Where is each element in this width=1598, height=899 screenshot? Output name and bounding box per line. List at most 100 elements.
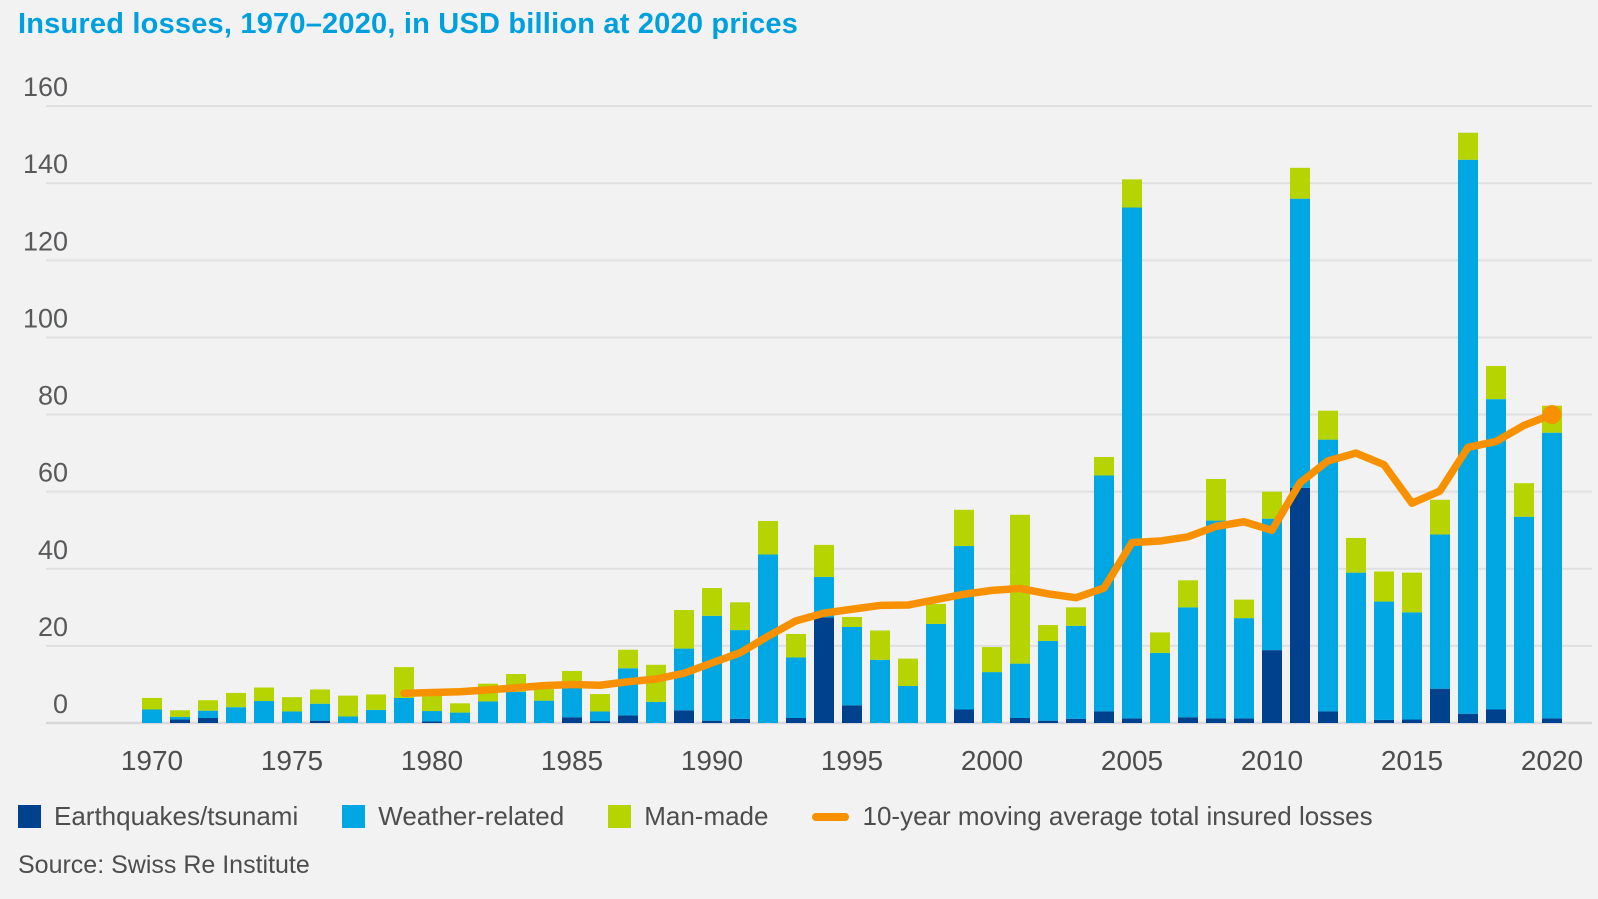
bar-1975 <box>282 697 302 723</box>
x-axis-label-2000: 2000 <box>961 745 1023 776</box>
bar-segment-2013-weather-related <box>1346 572 1366 723</box>
bar-segment-1995-man-made <box>842 616 862 627</box>
bar-segment-1987-man-made <box>618 649 638 669</box>
bar-1999 <box>954 509 974 723</box>
bar-1973 <box>226 692 246 723</box>
bar-segment-2008-earthquakes-tsunami <box>1206 718 1226 723</box>
bar-segment-2018-earthquakes-tsunami <box>1486 709 1506 723</box>
bar-1998 <box>926 603 946 723</box>
y-axis-label-0: 0 <box>53 689 68 719</box>
bar-2008 <box>1206 478 1226 723</box>
bar-2018 <box>1486 365 1506 723</box>
bar-segment-2007-earthquakes-tsunami <box>1178 717 1198 723</box>
bar-segment-2004-man-made <box>1094 456 1114 476</box>
bar-1980 <box>422 692 442 723</box>
bar-segment-1992-man-made <box>758 520 778 555</box>
bar-segment-2004-weather-related <box>1094 475 1114 712</box>
bar-1996 <box>870 630 890 723</box>
weather-swatch-icon <box>342 805 366 828</box>
bar-segment-2020-weather-related <box>1542 432 1562 719</box>
bar-1984 <box>534 689 554 723</box>
moving-average-endpoint-dot <box>1542 405 1562 425</box>
bar-segment-1989-earthquakes-tsunami <box>674 710 694 723</box>
bar-2004 <box>1094 456 1114 723</box>
bar-segment-1973-weather-related <box>226 707 246 723</box>
bar-segment-2014-man-made <box>1374 571 1394 602</box>
bar-segment-1980-man-made <box>422 692 442 712</box>
bar-segment-2016-weather-related <box>1430 534 1450 689</box>
bar-segment-1998-weather-related <box>926 623 946 723</box>
bar-segment-1994-earthquakes-tsunami <box>814 617 834 723</box>
bar-segment-2014-earthquakes-tsunami <box>1374 719 1394 723</box>
bar-segment-2005-earthquakes-tsunami <box>1122 718 1142 723</box>
bar-2001 <box>1010 514 1030 723</box>
bar-segment-1999-earthquakes-tsunami <box>954 709 974 723</box>
x-axis-label-1980: 1980 <box>401 745 463 776</box>
bar-segment-2004-earthquakes-tsunami <box>1094 711 1114 723</box>
bar-1994 <box>814 544 834 723</box>
y-axis-label-100: 100 <box>23 303 68 333</box>
bar-segment-2006-weather-related <box>1150 652 1170 723</box>
bar-segment-1995-weather-related <box>842 626 862 706</box>
bar-segment-1990-earthquakes-tsunami <box>702 720 722 723</box>
bar-segment-2017-man-made <box>1458 132 1478 160</box>
bar-2017 <box>1458 132 1478 723</box>
bar-1970 <box>142 697 162 723</box>
bar-segment-1974-weather-related <box>254 701 274 723</box>
bar-segment-1983-weather-related <box>506 691 526 723</box>
bar-segment-1981-man-made <box>450 703 470 713</box>
bar-segment-2011-man-made <box>1290 167 1310 199</box>
bar-segment-1997-man-made <box>898 658 918 686</box>
bar-segment-1977-weather-related <box>338 716 358 723</box>
y-axis-label-80: 80 <box>38 381 68 411</box>
bar-segment-1982-weather-related <box>478 701 498 723</box>
bar-segment-1977-man-made <box>338 695 358 717</box>
chart-legend: Earthquakes/tsunami Weather-related Man-… <box>18 801 1373 832</box>
bar-segment-1986-man-made <box>590 694 610 712</box>
x-axis-label-1995: 1995 <box>821 745 883 776</box>
bar-segment-2011-earthquakes-tsunami <box>1290 487 1310 723</box>
legend-item-moving-average: 10-year moving average total insured los… <box>812 801 1373 832</box>
bar-1993 <box>786 633 806 723</box>
bar-2020 <box>1542 405 1562 723</box>
bar-1997 <box>898 658 918 723</box>
bar-segment-1987-weather-related <box>618 668 638 716</box>
bar-segment-2008-weather-related <box>1206 520 1226 719</box>
bar-2012 <box>1318 410 1338 723</box>
bar-segment-2002-man-made <box>1038 625 1058 641</box>
x-axis-label-1970: 1970 <box>121 745 183 776</box>
bar-segment-2005-man-made <box>1122 179 1142 208</box>
bar-1976 <box>310 689 330 723</box>
bar-segment-1993-earthquakes-tsunami <box>786 717 806 723</box>
bar-segment-2000-man-made <box>982 647 1002 673</box>
x-axis-label-1990: 1990 <box>681 745 743 776</box>
bar-segment-2007-weather-related <box>1178 607 1198 718</box>
bar-2002 <box>1038 625 1058 723</box>
bar-segment-1994-weather-related <box>814 576 834 618</box>
bar-segment-2006-man-made <box>1150 632 1170 653</box>
bar-segment-1990-weather-related <box>702 615 722 721</box>
bar-segment-1991-weather-related <box>730 630 750 719</box>
bar-segment-1991-man-made <box>730 602 750 631</box>
bar-segment-1996-man-made <box>870 630 890 660</box>
bar-segment-2001-weather-related <box>1010 663 1030 718</box>
bar-segment-2018-man-made <box>1486 365 1506 400</box>
bar-1983 <box>506 674 526 723</box>
bar-segment-1972-man-made <box>198 700 218 711</box>
bar-segment-2015-weather-related <box>1402 612 1422 720</box>
bar-segment-1986-earthquakes-tsunami <box>590 721 610 723</box>
bar-segment-1973-man-made <box>226 692 246 708</box>
bar-segment-1971-weather-related <box>170 716 190 720</box>
bar-segment-2009-weather-related <box>1234 618 1254 719</box>
moving-average-line <box>400 410 1556 698</box>
y-axis-label-140: 140 <box>23 149 68 179</box>
bar-1985 <box>562 670 582 723</box>
bar-1990 <box>702 588 722 723</box>
bar-2014 <box>1374 571 1394 723</box>
bar-2015 <box>1402 572 1422 723</box>
bar-1986 <box>590 694 610 723</box>
bar-segment-1985-weather-related <box>562 686 582 718</box>
bar-segment-1984-weather-related <box>534 700 554 723</box>
bar-1974 <box>254 687 274 723</box>
